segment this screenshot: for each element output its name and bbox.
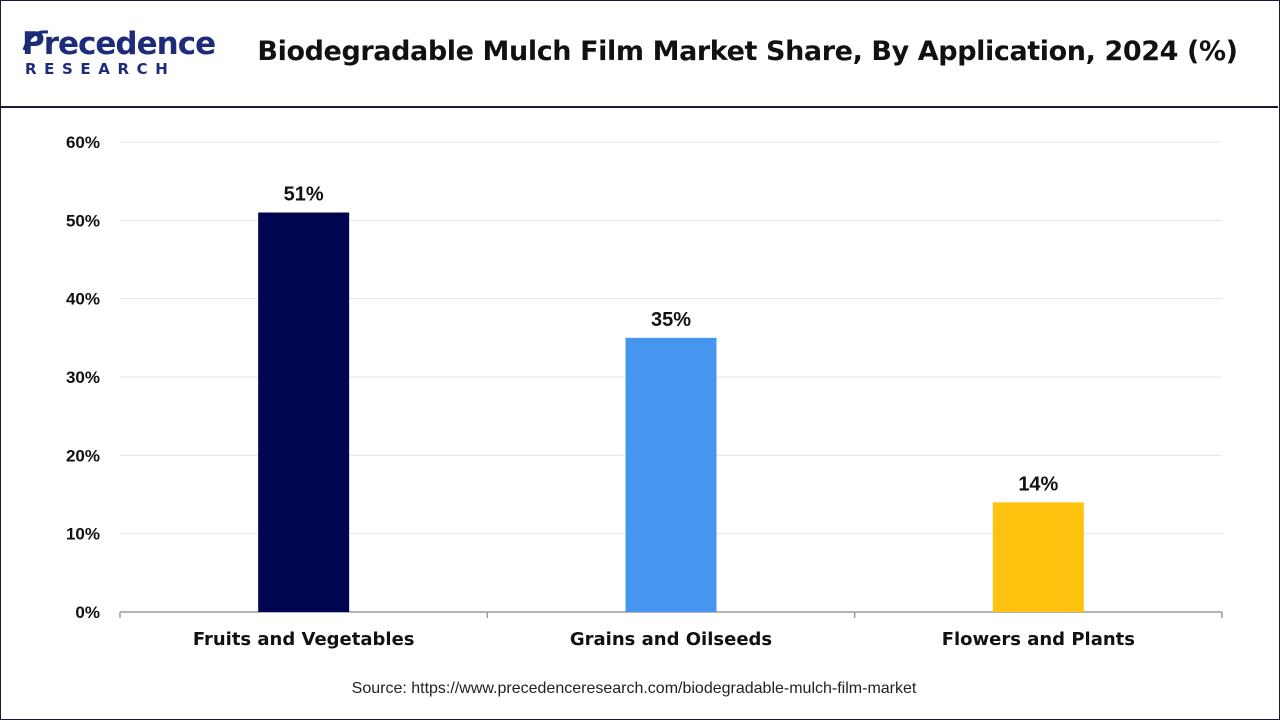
x-axis: [119, 611, 1223, 618]
bar-grains-and-oilseeds: [625, 337, 717, 612]
data-labels: 51% 35% 14%: [284, 184, 1059, 496]
source-note: Source: https://www.precedenceresearch.c…: [351, 680, 917, 697]
x-axis-category-labels: Fruits and Vegetables Grains and Oilseeds…: [193, 629, 1135, 650]
y-tick-label: 50%: [66, 211, 100, 230]
x-tick-label: Fruits and Vegetables: [193, 629, 415, 650]
data-label: 14%: [1018, 473, 1058, 495]
header: Precedence RESEARCH Biodegradable Mulch …: [0, 0, 1278, 108]
data-label: 51%: [284, 184, 324, 206]
y-tick-label: 30%: [66, 368, 100, 387]
chart-title: Biodegradable Mulch Film Market Share, B…: [257, 36, 1238, 67]
bar-fruits-and-vegetables: [258, 212, 350, 612]
y-tick-label: 0%: [75, 603, 100, 622]
x-tick-label: Grains and Oilseeds: [570, 629, 772, 650]
logo-wordmark: Precedence: [22, 26, 216, 62]
y-tick-label: 60%: [66, 133, 100, 152]
precedence-research-logo: Precedence RESEARCH: [22, 26, 222, 86]
logo-subtitle: RESEARCH: [25, 60, 176, 78]
y-tick-label: 20%: [66, 446, 100, 465]
bar-flowers-and-plants: [992, 502, 1084, 612]
y-tick-label: 40%: [66, 290, 100, 309]
x-tick-label: Flowers and Plants: [942, 629, 1135, 650]
y-tick-label: 10%: [66, 525, 100, 544]
y-axis-tick-labels: 0% 10% 20% 30% 40% 50% 60%: [66, 133, 100, 622]
data-label: 35%: [651, 309, 691, 331]
bars: [258, 212, 1084, 612]
logo-swoosh-icon: [22, 30, 49, 51]
